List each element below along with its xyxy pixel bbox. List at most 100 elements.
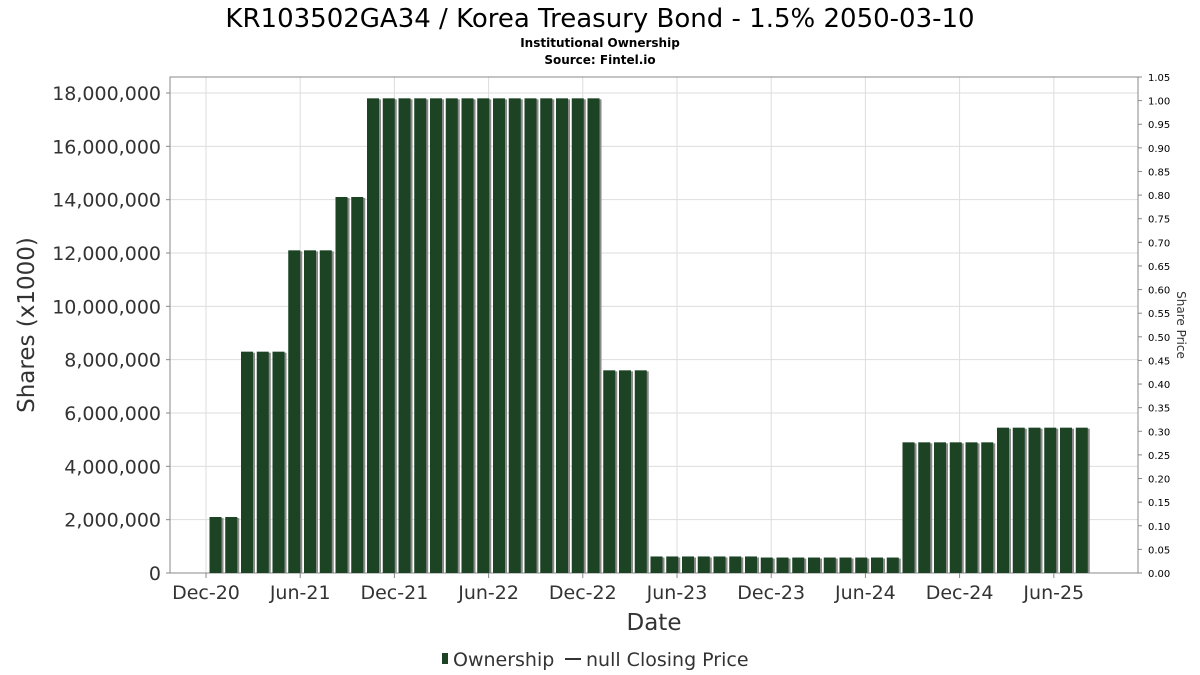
y2-tick-label: 0.95 xyxy=(1148,120,1170,131)
ownership-bar xyxy=(351,197,364,573)
x-tick-label: Jun-25 xyxy=(1022,582,1084,604)
ownership-bar xyxy=(1012,427,1025,573)
ownership-bar xyxy=(981,442,994,573)
left-axis-ticks: 0 2,000,000 4,000,000 6,000,000 8,000,000 10,… xyxy=(52,83,170,585)
ownership-bar xyxy=(634,370,647,573)
chart-source: Source: Fintel.io xyxy=(544,53,655,67)
ownership-bar xyxy=(902,442,915,573)
ownership-bar xyxy=(304,250,316,574)
legend-price-label: null Closing Price xyxy=(586,649,749,671)
ownership-bar xyxy=(461,98,474,573)
ownership-bar xyxy=(540,98,553,573)
ownership-bar xyxy=(965,442,978,573)
x-tick-label: Dec-22 xyxy=(549,582,617,604)
ownership-bar xyxy=(949,442,962,573)
ownership-bar xyxy=(477,98,490,573)
y2-tick-label: 0.45 xyxy=(1148,356,1170,367)
x-tick-label: Dec-21 xyxy=(360,582,428,604)
y2-tick-label: 0.75 xyxy=(1148,215,1170,226)
ownership-bar xyxy=(934,442,946,573)
y2-tick-label: 0.60 xyxy=(1148,286,1170,297)
legend-ownership-label: Ownership xyxy=(453,649,554,671)
ownership-bar xyxy=(1044,427,1057,573)
y2-tick-label: 0.35 xyxy=(1148,404,1170,415)
ownership-bar xyxy=(1075,427,1088,573)
ownership-bar xyxy=(682,556,694,573)
ownership-bar xyxy=(524,98,537,573)
ownership-bar xyxy=(713,556,726,573)
y2-tick-label: 0.85 xyxy=(1148,167,1170,178)
ownership-bar xyxy=(792,557,805,573)
y2-tick-label: 0.20 xyxy=(1148,475,1170,486)
y-tick-label: 2,000,000 xyxy=(64,510,161,532)
x-axis-label: Date xyxy=(627,610,682,636)
y-tick-label: 12,000,000 xyxy=(52,243,161,265)
ownership-bar xyxy=(619,370,631,573)
bars-group xyxy=(209,98,1090,574)
ownership-bar xyxy=(414,98,427,573)
y2-tick-label: 1.05 xyxy=(1148,73,1170,84)
ownership-bar xyxy=(760,557,773,573)
x-tick-label: Jun-21 xyxy=(269,582,331,604)
chart-title: KR103502GA34 / Korea Treasury Bond - 1.5… xyxy=(225,4,974,34)
ownership-bar xyxy=(556,98,568,573)
chart-subtitle: Institutional Ownership xyxy=(520,36,680,50)
legend: Ownership null Closing Price xyxy=(442,649,749,671)
ownership-bar xyxy=(272,351,285,573)
ownership-bar xyxy=(603,370,616,573)
ownership-bar xyxy=(650,556,663,573)
y2-tick-label: 0.10 xyxy=(1148,522,1170,533)
y2-tick-label: 0.70 xyxy=(1148,238,1170,249)
ownership-bar xyxy=(225,517,238,573)
ownership-bar xyxy=(430,98,442,573)
y2-tick-label: 0.25 xyxy=(1148,451,1170,462)
ownership-bar xyxy=(508,98,521,573)
y2-tick-label: 0.40 xyxy=(1148,380,1170,391)
ownership-bar xyxy=(445,98,458,573)
y-tick-label: 0 xyxy=(149,563,161,585)
y-tick-label: 10,000,000 xyxy=(52,296,161,318)
y-tick-label: 18,000,000 xyxy=(52,83,161,105)
y2-tick-label: 0.30 xyxy=(1148,427,1170,438)
ownership-bar xyxy=(839,557,852,573)
x-tick-label: Dec-20 xyxy=(172,582,240,604)
ownership-bar xyxy=(871,557,883,573)
ownership-bar xyxy=(241,351,253,573)
ownership-bar xyxy=(918,442,931,573)
ownership-bar xyxy=(587,98,600,573)
x-tick-label: Dec-24 xyxy=(926,582,994,604)
ownership-bar xyxy=(1060,427,1072,573)
x-tick-label: Jun-22 xyxy=(457,582,519,604)
y2-tick-label: 0.15 xyxy=(1148,498,1170,509)
ownership-bar xyxy=(697,556,710,573)
ownership-bar xyxy=(288,250,301,574)
ownership-bar xyxy=(997,427,1009,573)
x-tick-label: Dec-23 xyxy=(737,582,805,604)
legend-ownership-swatch xyxy=(442,653,448,664)
x-axis-ticks: Dec-20 Jun-21 Dec-21 Jun-22 Dec-22 Jun-23 Dec-… xyxy=(172,573,1084,604)
y-tick-label: 4,000,000 xyxy=(64,456,161,478)
y-tick-label: 16,000,000 xyxy=(52,136,161,158)
ownership-bar xyxy=(256,351,269,573)
ownership-bar xyxy=(666,556,679,573)
y-tick-label: 6,000,000 xyxy=(64,403,161,425)
y2-tick-label: 0.00 xyxy=(1148,569,1170,580)
ownership-bar xyxy=(729,556,742,573)
ownership-bar xyxy=(209,517,222,573)
ownership-bar xyxy=(745,556,757,573)
ownership-bar xyxy=(855,557,868,573)
right-axis-ticks: 0.00 0.05 0.10 0.15 0.20 0.25 0.30 0.35 0.40 0.45… xyxy=(1138,73,1170,580)
y2-tick-label: 0.50 xyxy=(1148,333,1170,344)
ownership-bar xyxy=(571,98,584,573)
ownership-bar xyxy=(1028,427,1041,573)
ownership-bar xyxy=(493,98,505,573)
y-axis-label: Shares (x1000) xyxy=(14,237,40,413)
y2-tick-label: 1.00 xyxy=(1148,97,1170,108)
y2-axis-label: Share Price xyxy=(1174,291,1188,359)
ownership-bar xyxy=(367,98,379,573)
ownership-bar xyxy=(398,98,411,573)
x-tick-label: Jun-24 xyxy=(834,582,896,604)
ownership-bar xyxy=(382,98,395,573)
ownership-bar xyxy=(808,557,820,573)
